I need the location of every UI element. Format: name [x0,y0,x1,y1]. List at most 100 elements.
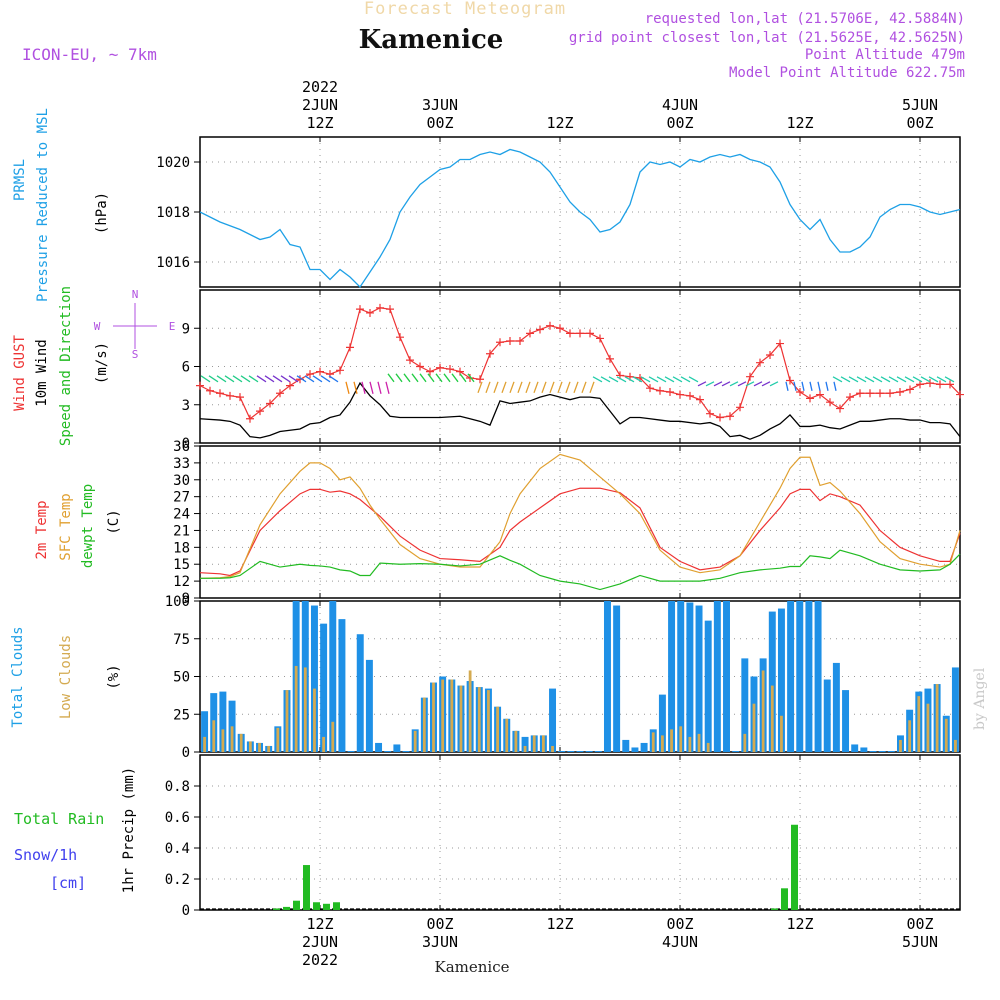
low-cloud-bar [679,726,683,752]
total-cloud-bar [704,620,712,752]
gust-marker [236,393,244,402]
y-tick-label: 0 [182,903,190,919]
pressure-label: Pressure Reduced to MSL [35,108,51,302]
pressure-unit: (hPa) [94,192,110,234]
gust-marker [646,384,654,393]
wind-direction-arrow [745,381,755,387]
wind-direction-arrow [817,381,821,391]
gust-marker [476,375,484,384]
low-cloud-bar [688,736,692,752]
low-cloud-bar [908,720,912,752]
total-cloud-bar [832,662,840,752]
sfctemp-label: SFC Temp [58,493,74,560]
wind-direction-arrow [608,376,619,383]
low-cloud-bar [221,729,225,752]
gust-marker [796,388,804,396]
gust-marker [206,386,214,395]
wind-direction-arrow [565,381,571,394]
y-tick-label: 0.4 [165,841,190,857]
gust-marker [946,380,954,389]
y-tick-label: 3 [182,398,190,414]
gust-marker [376,303,384,312]
low-cloud-bar [917,696,921,752]
y-tick-label: 21 [173,523,190,539]
gust-marker [826,398,834,407]
compass-n: N [132,288,139,301]
rain-bar [283,906,290,910]
low-cloud-bar [441,679,445,752]
y-tick-label: 36 [173,439,190,455]
footer-location: Kamenice [435,958,510,976]
gust-marker [666,388,674,396]
wind-direction-arrow [328,375,339,383]
y-tick-label: 0.6 [165,810,190,826]
temp-line-sfc [199,453,961,579]
total-cloud-bar [613,605,621,752]
total-cloud-bar [805,601,813,752]
gust-marker [726,412,734,421]
panel-frame [199,445,961,599]
wind-direction-arrow [533,381,539,394]
wind-direction-arrow [888,376,899,383]
wind-direction-arrow [856,376,867,383]
gust-marker [336,366,344,375]
wind-direction-arrow [232,375,243,383]
y-tick-label: 0 [182,745,190,761]
y-tick-label: 100 [165,594,190,610]
low-cloud-bar [331,721,335,752]
gust-marker [756,358,764,367]
time-label-hour: 12Z [306,915,333,933]
total-cloud-bar [823,679,831,752]
gust-marker [406,356,414,365]
low-cloud-bar [477,687,481,752]
gust-marker [506,337,514,345]
total-cloud-bar [310,605,318,752]
gust-marker [536,325,544,334]
temp-unit: (C) [106,509,122,534]
wind-direction-arrow [872,376,883,383]
temp2m-label: 2m Temp [34,500,50,559]
gust-marker [776,339,784,348]
wind-direction-arrow [509,381,515,394]
gust-marker [736,403,744,412]
wind-direction-arrow [485,381,491,394]
total-cloud-bar [558,751,566,752]
wind-direction-arrow [353,381,358,394]
total-cloud-bar [622,739,630,752]
wind-direction-arrow [387,373,395,383]
wind-direction-arrow [361,381,366,394]
wind-direction-arrow [280,375,291,383]
gust-marker [526,329,534,338]
wind-direction-arrow [656,376,667,383]
rain-bar [323,903,330,910]
low-cloud-bar [258,742,261,752]
y-tick-label: 1020 [156,155,190,171]
wind-direction-arrow [729,381,739,387]
wind-direction-arrow [632,376,643,383]
low-cloud-bar [944,718,948,752]
gust-marker [566,329,574,338]
gust-marker [276,389,284,398]
gust-marker [546,321,554,330]
wind-direction-arrow [427,373,435,383]
low-cloud-bar [322,736,326,752]
gust-marker [926,379,934,388]
gust-marker [346,343,354,352]
lowcloud-label: Low Clouds [58,635,74,719]
wind-direction-arrow [672,376,683,383]
total-cloud-bar [219,691,227,752]
wind-direction-arrow [557,381,563,394]
total-cloud-bar [869,751,877,752]
low-cloud-bar [551,745,554,752]
wind-direction-arrow [256,375,267,383]
wind-direction-arrow [369,381,374,394]
low-cloud-bar [954,739,957,752]
low-cloud-bar [670,729,673,752]
wind-direction-arrow [664,376,675,383]
y-tick-label: 30 [173,473,190,489]
gust-marker [876,389,884,398]
gust-marker [766,351,774,360]
wind-direction-arrow [880,376,891,383]
total-cloud-bar [201,711,209,752]
